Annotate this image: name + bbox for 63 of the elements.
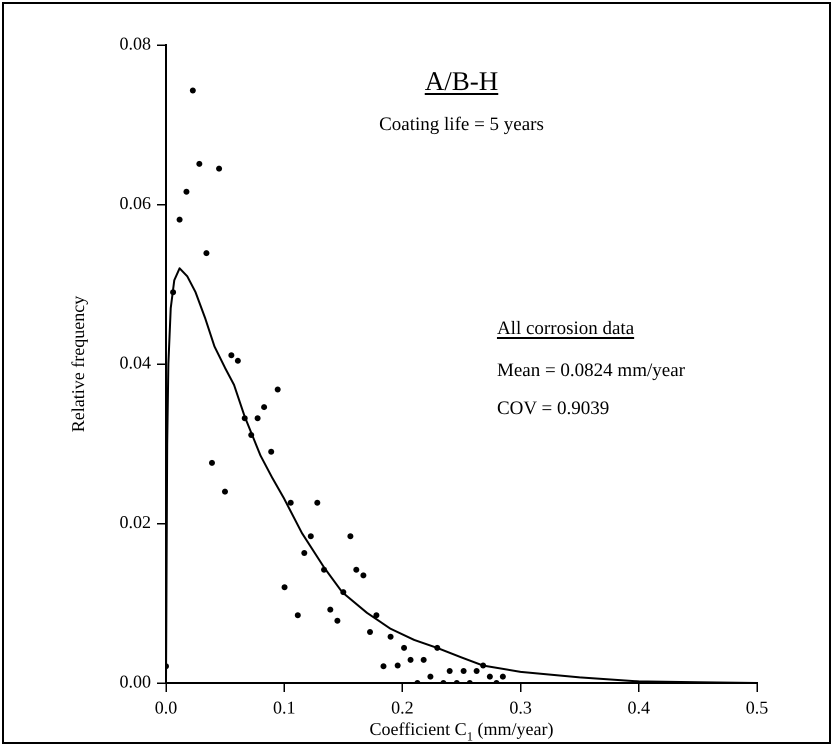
- point: [388, 634, 394, 640]
- point: [394, 662, 401, 668]
- point: [170, 289, 176, 296]
- point: [353, 566, 360, 573]
- point: [301, 550, 308, 556]
- point: [460, 668, 467, 674]
- point: [288, 500, 294, 506]
- y-axis-title: Relative frequency: [68, 296, 88, 432]
- point: [380, 663, 386, 670]
- x-tick-label: 0.5: [746, 698, 768, 718]
- annotation: Mean = 0.0824 mm/year: [496, 360, 685, 382]
- point: [228, 352, 234, 358]
- point: [401, 644, 408, 651]
- point: [282, 584, 288, 590]
- point: [268, 448, 274, 455]
- text: A/B-H: [424, 66, 498, 98]
- point: [340, 589, 346, 596]
- point: [373, 612, 380, 618]
- y-tick-label: 0.04: [120, 352, 151, 373]
- point: [474, 668, 480, 674]
- x-tick-label: 0.0: [154, 698, 178, 718]
- y-tick-label: 0.06: [120, 193, 151, 214]
- point: [500, 674, 506, 680]
- point: [196, 160, 202, 167]
- point: [480, 662, 486, 668]
- x-tick-label: 0.4: [628, 698, 650, 718]
- point: [183, 188, 190, 195]
- annotation: COV = 0.9039: [496, 398, 610, 420]
- point: [308, 533, 314, 540]
- point: [486, 674, 493, 680]
- point: [427, 674, 434, 680]
- point: [294, 612, 301, 618]
- x-tick-label: 0.1: [272, 698, 296, 718]
- point: [360, 572, 366, 578]
- point: [420, 656, 427, 663]
- point: [242, 415, 248, 422]
- annotation: All corrosion data: [496, 318, 634, 340]
- point: [446, 668, 453, 674]
- point: [321, 566, 328, 573]
- point: [434, 644, 440, 651]
- point: [347, 533, 354, 540]
- point: [176, 216, 183, 223]
- point: [208, 460, 215, 466]
- point: [248, 432, 254, 438]
- point: [334, 618, 340, 624]
- point: [314, 500, 320, 506]
- y-tick-label: 0.00: [120, 672, 151, 692]
- x-tick-label: 0.2: [391, 698, 414, 718]
- point: [261, 404, 268, 410]
- point: [274, 386, 281, 393]
- point: [234, 358, 241, 364]
- point: [203, 250, 210, 256]
- annotation: Coating life = 5 years: [379, 114, 544, 136]
- y-tick-label: 0.02: [120, 512, 151, 532]
- point: [367, 628, 374, 635]
- point: [222, 488, 228, 495]
- point: [216, 166, 222, 172]
- x-tick-label: 0.3: [509, 698, 532, 718]
- point: [190, 87, 196, 94]
- point: [408, 656, 414, 663]
- point: [327, 606, 334, 613]
- point: [254, 415, 261, 422]
- y-tick-label: 0.08: [120, 34, 151, 54]
